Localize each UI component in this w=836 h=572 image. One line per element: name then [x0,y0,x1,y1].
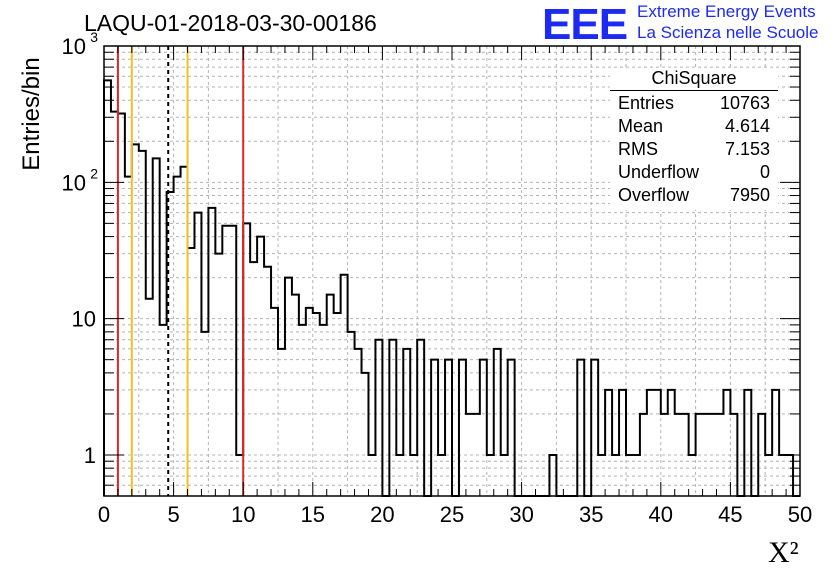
stat-value: 10763 [719,93,770,113]
stat-key: Overflow [618,185,690,205]
x-tick-label: 35 [579,502,603,527]
stat-key: Underflow [618,162,700,182]
stat-key: Mean [618,116,664,136]
x-tick-label: 40 [649,502,673,527]
stats-box: ChiSquare Entries 10763 Mean 4.614 RMS 7… [610,68,778,210]
stat-value: 4.614 [724,116,770,136]
stat-value: 0 [759,162,770,182]
x-tick-label: 30 [509,502,533,527]
y-tick-label: 10 [62,170,86,195]
x-tick-label: 45 [718,502,742,527]
logo-line-1: Extreme Energy Events [637,2,816,21]
stat-key: RMS [618,139,658,159]
stat-value: 7.153 [724,139,770,159]
y-axis-label: Entries/bin [18,57,45,171]
y-tick-label-exponent: 3 [90,29,98,45]
stat-value: 7950 [729,185,770,205]
y-tick-label: 1 [84,443,96,468]
x-tick-label: 10 [231,502,255,527]
stats-divider [610,90,778,91]
x-tick-label: 5 [167,502,179,527]
stat-key: Entries [618,93,675,113]
y-tick-label-exponent: 2 [90,165,98,181]
x-tick-label: 0 [98,502,110,527]
x-tick-label: 50 [788,502,812,527]
chart-title: LAQU-01-2018-03-30-00186 [84,10,377,36]
y-tick-label: 10 [72,307,96,332]
logo-line-2: La Scienza nelle Scuole [637,23,819,42]
x-tick-label: 20 [370,502,394,527]
logo-mark: EEE [542,0,628,49]
eee-logo: EEE Extreme Energy Events La Scienza nel… [542,0,836,49]
x-axis-label: X² [768,536,799,569]
x-tick-label: 25 [440,502,464,527]
x-tick-label: 15 [301,502,325,527]
y-tick-label: 10 [62,34,86,59]
stats-title: ChiSquare [651,68,737,88]
